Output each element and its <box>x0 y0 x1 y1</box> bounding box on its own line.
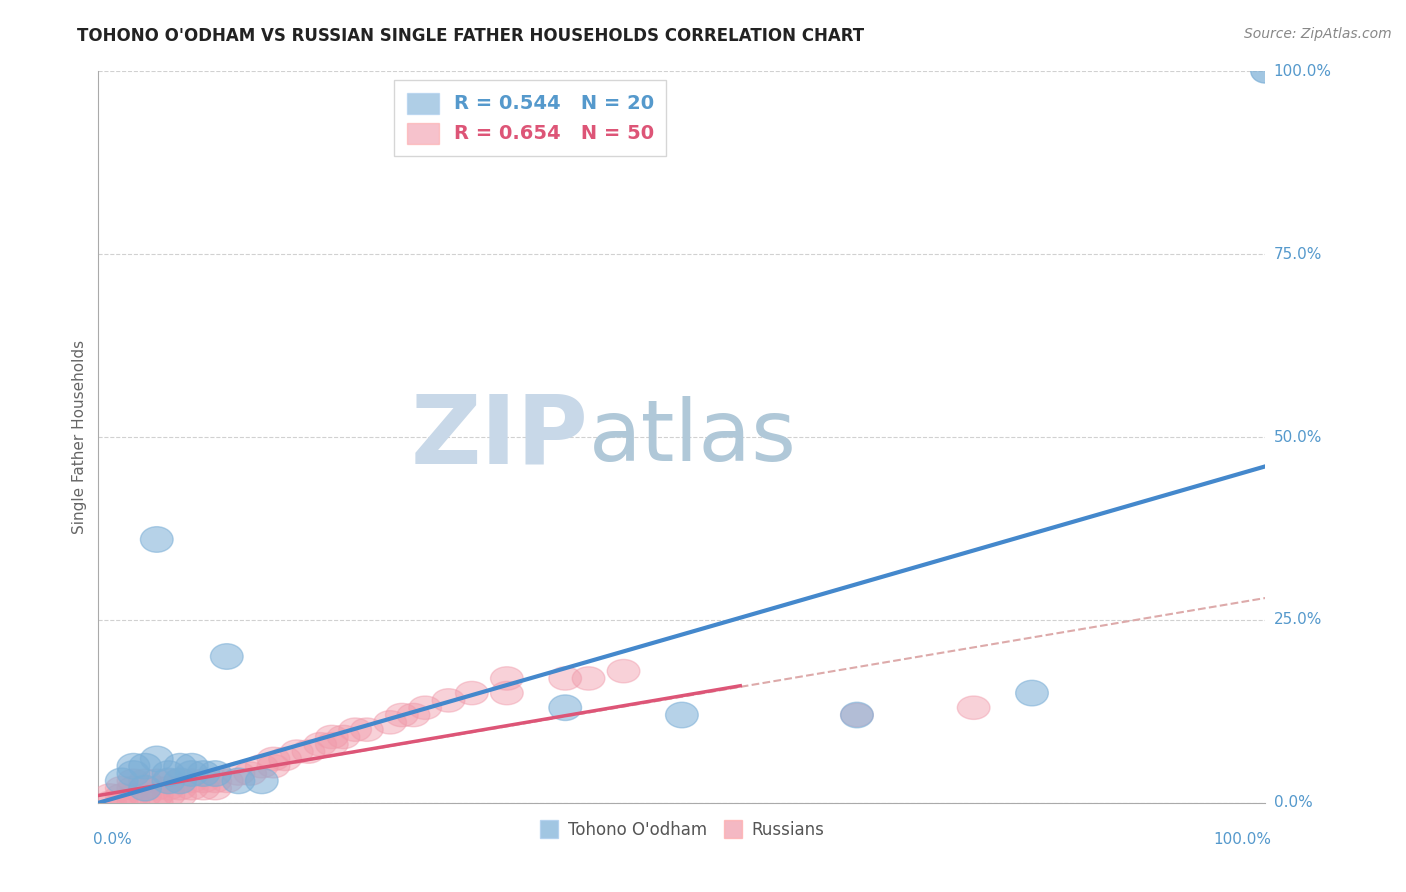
Ellipse shape <box>141 784 173 807</box>
Ellipse shape <box>117 776 150 800</box>
Ellipse shape <box>176 769 208 793</box>
Ellipse shape <box>141 791 173 814</box>
Ellipse shape <box>222 768 254 794</box>
Ellipse shape <box>117 769 150 793</box>
Ellipse shape <box>117 761 150 787</box>
Ellipse shape <box>141 746 173 772</box>
Text: 25.0%: 25.0% <box>1274 613 1322 627</box>
Ellipse shape <box>339 718 371 741</box>
Text: ZIP: ZIP <box>411 391 589 483</box>
Ellipse shape <box>198 769 232 793</box>
Text: 100.0%: 100.0% <box>1274 64 1331 78</box>
Ellipse shape <box>841 703 873 727</box>
Text: 0.0%: 0.0% <box>1274 796 1312 810</box>
Ellipse shape <box>152 761 184 787</box>
Ellipse shape <box>432 689 465 712</box>
Ellipse shape <box>187 776 219 800</box>
Ellipse shape <box>141 769 173 793</box>
Ellipse shape <box>129 769 162 793</box>
Ellipse shape <box>315 732 349 756</box>
Ellipse shape <box>211 769 243 793</box>
Ellipse shape <box>491 681 523 705</box>
Ellipse shape <box>163 784 197 807</box>
Ellipse shape <box>117 784 150 807</box>
Y-axis label: Single Father Households: Single Father Households <box>72 340 87 534</box>
Ellipse shape <box>280 739 314 764</box>
Ellipse shape <box>129 776 162 800</box>
Ellipse shape <box>233 762 267 785</box>
Ellipse shape <box>548 666 582 690</box>
Ellipse shape <box>222 762 254 785</box>
Text: TOHONO O'ODHAM VS RUSSIAN SINGLE FATHER HOUSEHOLDS CORRELATION CHART: TOHONO O'ODHAM VS RUSSIAN SINGLE FATHER … <box>77 27 865 45</box>
Ellipse shape <box>257 755 290 778</box>
Text: 100.0%: 100.0% <box>1213 832 1271 847</box>
Ellipse shape <box>257 747 290 771</box>
Text: atlas: atlas <box>589 395 797 479</box>
Ellipse shape <box>665 702 699 728</box>
Ellipse shape <box>94 784 127 807</box>
Ellipse shape <box>152 784 184 807</box>
Ellipse shape <box>163 776 197 800</box>
Ellipse shape <box>141 776 173 800</box>
Ellipse shape <box>385 703 418 727</box>
Ellipse shape <box>129 775 162 801</box>
Ellipse shape <box>456 681 488 705</box>
Ellipse shape <box>117 754 150 779</box>
Ellipse shape <box>269 747 301 771</box>
Ellipse shape <box>152 768 184 794</box>
Ellipse shape <box>292 739 325 764</box>
Text: 50.0%: 50.0% <box>1274 430 1322 444</box>
Ellipse shape <box>163 768 197 794</box>
Ellipse shape <box>246 755 278 778</box>
Ellipse shape <box>1015 681 1049 706</box>
Ellipse shape <box>152 769 184 793</box>
Ellipse shape <box>105 791 138 814</box>
Ellipse shape <box>198 761 232 787</box>
Ellipse shape <box>105 776 138 800</box>
Text: 0.0%: 0.0% <box>93 832 131 847</box>
Ellipse shape <box>409 696 441 720</box>
Ellipse shape <box>141 526 173 552</box>
Ellipse shape <box>328 725 360 748</box>
Ellipse shape <box>304 732 336 756</box>
Ellipse shape <box>957 696 990 720</box>
Ellipse shape <box>163 769 197 793</box>
Ellipse shape <box>105 768 138 794</box>
Ellipse shape <box>198 776 232 800</box>
Ellipse shape <box>548 695 582 721</box>
Ellipse shape <box>607 659 640 683</box>
Ellipse shape <box>396 703 430 727</box>
Ellipse shape <box>176 776 208 800</box>
Ellipse shape <box>176 761 208 787</box>
Ellipse shape <box>572 666 605 690</box>
Ellipse shape <box>350 718 384 741</box>
Ellipse shape <box>176 754 208 779</box>
Ellipse shape <box>105 784 138 807</box>
Ellipse shape <box>211 644 243 669</box>
Ellipse shape <box>841 702 873 728</box>
Ellipse shape <box>374 711 406 734</box>
Text: Source: ZipAtlas.com: Source: ZipAtlas.com <box>1244 27 1392 41</box>
Ellipse shape <box>94 791 127 814</box>
Ellipse shape <box>117 791 150 814</box>
Ellipse shape <box>1251 60 1279 83</box>
Ellipse shape <box>491 666 523 690</box>
Ellipse shape <box>187 769 219 793</box>
Ellipse shape <box>246 768 278 794</box>
Ellipse shape <box>129 784 162 807</box>
Ellipse shape <box>187 761 219 787</box>
Ellipse shape <box>163 754 197 779</box>
Ellipse shape <box>152 776 184 800</box>
Legend: Tohono O'odham, Russians: Tohono O'odham, Russians <box>533 814 831 846</box>
Ellipse shape <box>315 725 349 748</box>
Ellipse shape <box>129 754 162 779</box>
Text: 75.0%: 75.0% <box>1274 247 1322 261</box>
